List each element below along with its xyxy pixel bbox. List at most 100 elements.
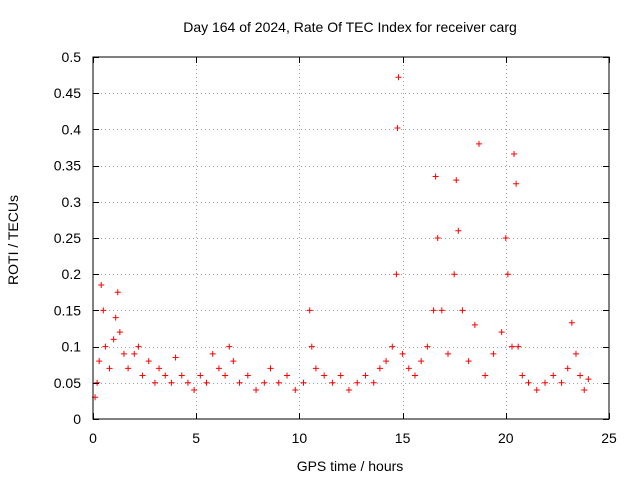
data-point: [275, 379, 282, 386]
data-point: [114, 289, 121, 296]
data-point: [292, 387, 299, 394]
data-point: [383, 358, 390, 365]
data-point: [139, 372, 146, 379]
data-point: [162, 372, 169, 379]
data-point: [135, 343, 142, 350]
data-point: [568, 319, 575, 326]
data-point: [120, 350, 127, 357]
data-point: [300, 379, 307, 386]
x-tick-label: 10: [292, 430, 308, 446]
data-point: [168, 379, 175, 386]
data-point: [564, 365, 571, 372]
data-point: [354, 379, 361, 386]
y-tick-label: 0.05: [54, 375, 81, 391]
data-point: [226, 343, 233, 350]
data-point: [533, 387, 540, 394]
data-point: [453, 177, 460, 184]
x-tick-label: 0: [89, 430, 97, 446]
data-point: [215, 365, 222, 372]
data-point: [329, 379, 336, 386]
data-point: [345, 387, 352, 394]
data-point: [197, 372, 204, 379]
data-point: [525, 379, 532, 386]
data-point: [475, 140, 482, 147]
data-point: [125, 365, 132, 372]
data-point: [178, 372, 185, 379]
data-point: [572, 350, 579, 357]
data-point: [508, 343, 515, 350]
data-point: [482, 372, 489, 379]
data-point: [102, 343, 109, 350]
data-point: [337, 372, 344, 379]
data-point: [209, 350, 216, 357]
data-point: [100, 307, 107, 314]
data-point: [389, 343, 396, 350]
data-point: [156, 365, 163, 372]
points-layer: [92, 74, 592, 401]
data-point: [94, 379, 101, 386]
data-point: [445, 350, 452, 357]
data-point: [399, 350, 406, 357]
y-tick-label: 0.35: [54, 158, 81, 174]
y-tick-label: 0.5: [62, 49, 82, 65]
data-point: [203, 379, 210, 386]
data-point: [116, 329, 123, 336]
data-point: [585, 376, 592, 383]
data-point: [498, 329, 505, 336]
data-point: [577, 372, 584, 379]
data-point: [145, 358, 152, 365]
data-point: [370, 379, 377, 386]
data-point: [267, 365, 274, 372]
data-point: [131, 350, 138, 357]
data-point: [459, 307, 466, 314]
data-point: [581, 387, 588, 394]
data-point: [465, 358, 472, 365]
data-point: [191, 387, 198, 394]
data-point: [542, 379, 549, 386]
y-tick-label: 0.1: [62, 339, 82, 355]
data-point: [253, 387, 260, 394]
data-point: [184, 379, 191, 386]
data-point: [430, 307, 437, 314]
data-point: [434, 235, 441, 241]
y-tick-label: 0.2: [62, 266, 82, 282]
x-tick-label: 15: [395, 430, 411, 446]
data-point: [455, 227, 462, 234]
data-point: [284, 372, 291, 379]
ticks-layer: [93, 57, 610, 420]
data-point: [96, 358, 103, 365]
data-point: [519, 372, 526, 379]
y-tick-label: 0.25: [54, 230, 81, 246]
y-tick-label: 0.45: [54, 85, 81, 101]
data-point: [308, 343, 315, 350]
data-point: [236, 379, 243, 386]
data-point: [515, 343, 522, 350]
y-tick-labels: 0 0.05 0.1 0.15 0.2 0.25 0.3 0.35 0.4 0.45 0.5: [54, 49, 81, 427]
data-point: [394, 124, 401, 131]
data-point: [376, 365, 383, 372]
x-tick-label: 25: [601, 430, 617, 446]
data-point: [511, 151, 518, 158]
x-tick-labels: 0 5 10 15 20 25: [89, 430, 617, 446]
chart-title: Day 164 of 2024, Rate Of TEC Index for r…: [183, 19, 517, 35]
data-point: [222, 372, 229, 379]
data-point: [112, 314, 119, 321]
data-point: [418, 358, 425, 365]
data-point: [244, 372, 251, 379]
data-point: [504, 271, 511, 278]
data-point: [393, 271, 400, 278]
data-point: [424, 343, 431, 350]
data-point: [558, 379, 565, 386]
data-point: [151, 379, 158, 386]
data-point: [172, 354, 179, 361]
data-point: [321, 372, 328, 379]
data-point: [432, 173, 439, 180]
y-tick-label: 0: [73, 411, 81, 427]
y-tick-label: 0.3: [62, 194, 82, 210]
y-tick-label: 0.15: [54, 302, 81, 318]
data-point: [395, 74, 402, 81]
data-point: [502, 235, 509, 241]
data-point: [106, 365, 113, 372]
